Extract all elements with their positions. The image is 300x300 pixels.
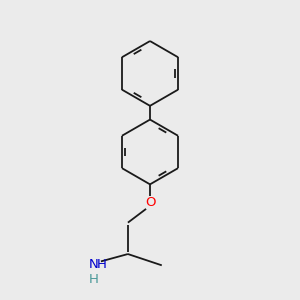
Text: H: H — [89, 273, 99, 286]
Text: H: H — [97, 258, 107, 271]
Text: N: N — [89, 258, 99, 271]
Text: O: O — [145, 196, 155, 208]
